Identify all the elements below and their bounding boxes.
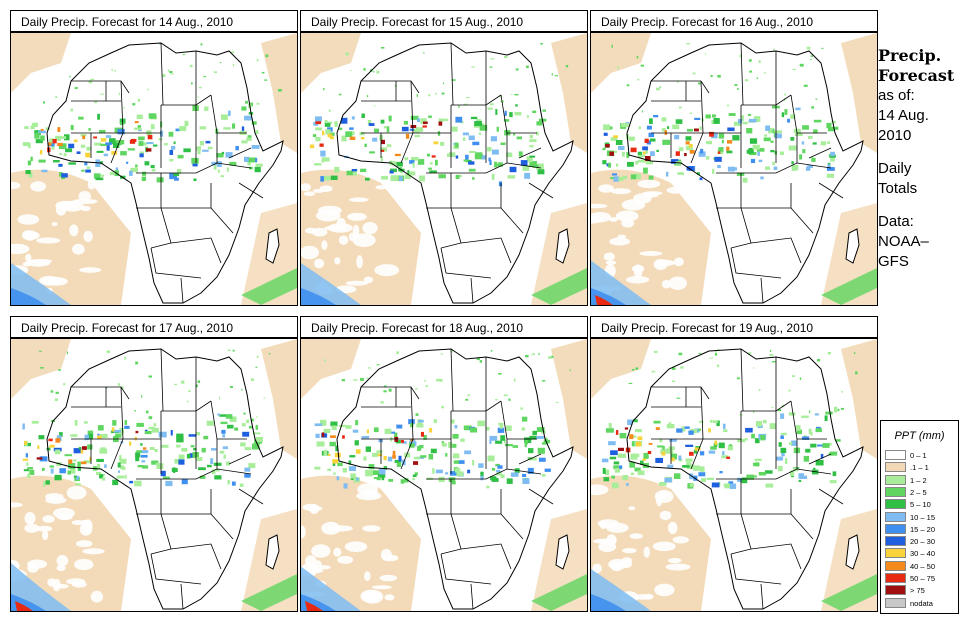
legend-swatch [885, 560, 906, 571]
legend-title: PPT (mm) [894, 430, 945, 442]
offshore-precip [591, 569, 877, 611]
legend-item: 10 – 15 [885, 511, 936, 523]
caption-year: 2010 [878, 127, 912, 144]
legend-swatch [885, 499, 906, 510]
coastline [46, 348, 284, 610]
legend-item: nodata [885, 597, 933, 609]
legend-swatch [885, 511, 906, 522]
legend-item: 15 – 20 [885, 523, 936, 535]
africa-map [591, 339, 877, 611]
africa-map [301, 339, 587, 611]
offshore-precip [11, 263, 297, 305]
coastline [626, 42, 864, 304]
forecast-panel: Daily Precip. Forecast for 18 Aug., 2010 [300, 316, 590, 613]
africa-map [11, 33, 297, 305]
ppt-legend: PPT (mm) 0 – 1 .1 – 1 1 – 2 2 – 5 5 – 10 10 –… [880, 420, 959, 614]
africa-map [591, 33, 877, 305]
caption-totals: Daily [878, 160, 912, 177]
forecast-panel: Daily Precip. Forecast for 15 Aug., 2010 [300, 10, 590, 307]
africa-map [11, 339, 297, 611]
coastline [336, 348, 574, 610]
panel-title: Daily Precip. Forecast for 14 Aug., 2010 [10, 10, 298, 32]
legend-item: 50 – 75 [885, 573, 935, 584]
rain-band [601, 349, 858, 489]
precip-map[interactable] [590, 32, 878, 306]
caption-data-source: Data: [878, 213, 914, 230]
rain-band [22, 43, 282, 183]
caption-data-source: NOAA– [878, 233, 929, 250]
legend-swatch [885, 462, 906, 473]
offshore-precip [301, 566, 587, 611]
caption-data-source: GFS [878, 253, 909, 270]
legend-swatch [885, 573, 906, 583]
rain-band [602, 43, 839, 183]
caption-totals: Totals [878, 180, 918, 197]
legend-swatch [885, 548, 906, 559]
legend-label: 40 – 50 [910, 561, 936, 571]
legend-swatch [885, 486, 906, 497]
legend-swatch [885, 536, 906, 547]
legend-swatch [885, 597, 906, 608]
legend-label: .1 – 1 [910, 463, 929, 473]
sidebar-caption: Precip. Forecast as of: 14 Aug. 2010 Dai… [878, 46, 963, 272]
country-borders [361, 42, 554, 304]
legend-label: 50 – 75 [910, 574, 936, 583]
country-borders [651, 42, 844, 304]
legend-item: 5 – 10 [885, 499, 931, 510]
country-borders [71, 42, 264, 304]
caption-date: 14 Aug. [878, 107, 929, 124]
legend-label: 2 – 5 [910, 487, 927, 497]
legend-item: 40 – 50 [885, 560, 936, 572]
legend-label: 20 – 30 [910, 537, 936, 547]
forecast-panel: Daily Precip. Forecast for 17 Aug., 2010 [10, 316, 300, 613]
legend-swatch [885, 523, 906, 534]
legend-label: 10 – 15 [910, 512, 936, 522]
panel-title: Daily Precip. Forecast for 17 Aug., 2010 [10, 316, 298, 338]
panel-title: Daily Precip. Forecast for 16 Aug., 2010 [590, 10, 878, 32]
forecast-panel: Daily Precip. Forecast for 14 Aug., 2010 [10, 10, 300, 307]
caption-title: Precip. [878, 46, 942, 65]
legend-swatch [885, 474, 906, 485]
legend-item: 20 – 30 [885, 536, 935, 547]
legend-item: 1 – 2 [885, 474, 927, 486]
rain-band [314, 350, 571, 489]
legend-label: 1 – 2 [910, 475, 927, 485]
forecast-panel: Daily Precip. Forecast for 19 Aug., 2010 [590, 316, 880, 613]
legend-item: .1 – 1 [885, 462, 929, 473]
precip-map[interactable] [300, 338, 588, 612]
africa-map [301, 33, 587, 305]
offshore-precip [301, 263, 587, 305]
legend-label: > 75 [910, 586, 925, 596]
coastline [46, 42, 284, 304]
forecast-panel: Daily Precip. Forecast for 16 Aug., 2010 [590, 10, 880, 307]
offshore-precip [591, 260, 877, 305]
panel-title: Daily Precip. Forecast for 15 Aug., 2010 [300, 10, 588, 32]
caption-as-of: as of: [878, 87, 915, 104]
coastline [626, 348, 864, 610]
legend-swatch [885, 450, 906, 460]
precip-map[interactable] [300, 32, 588, 306]
caption-title: Forecast [878, 66, 955, 85]
precip-map[interactable] [590, 338, 878, 612]
legend-label: 0 – 1 [910, 451, 927, 460]
legend-label: 30 – 40 [910, 549, 936, 559]
legend-label: 15 – 20 [910, 524, 936, 534]
country-borders [361, 348, 554, 610]
coastline [336, 42, 574, 304]
legend-label: nodata [910, 598, 933, 608]
legend-item: 30 – 40 [885, 548, 935, 559]
legend-item: > 75 [885, 585, 925, 596]
country-borders [71, 348, 264, 610]
legend-swatch [885, 585, 906, 596]
offshore-precip [11, 563, 297, 611]
precip-map[interactable] [10, 338, 298, 612]
panel-title: Daily Precip. Forecast for 19 Aug., 2010 [590, 316, 878, 338]
legend-item: 2 – 5 [885, 486, 927, 498]
legend-item: 0 – 1 [885, 450, 927, 461]
panel-title: Daily Precip. Forecast for 18 Aug., 2010 [300, 316, 588, 338]
country-borders [651, 348, 844, 610]
legend-label: 5 – 10 [910, 500, 931, 510]
precip-map[interactable] [10, 32, 298, 306]
